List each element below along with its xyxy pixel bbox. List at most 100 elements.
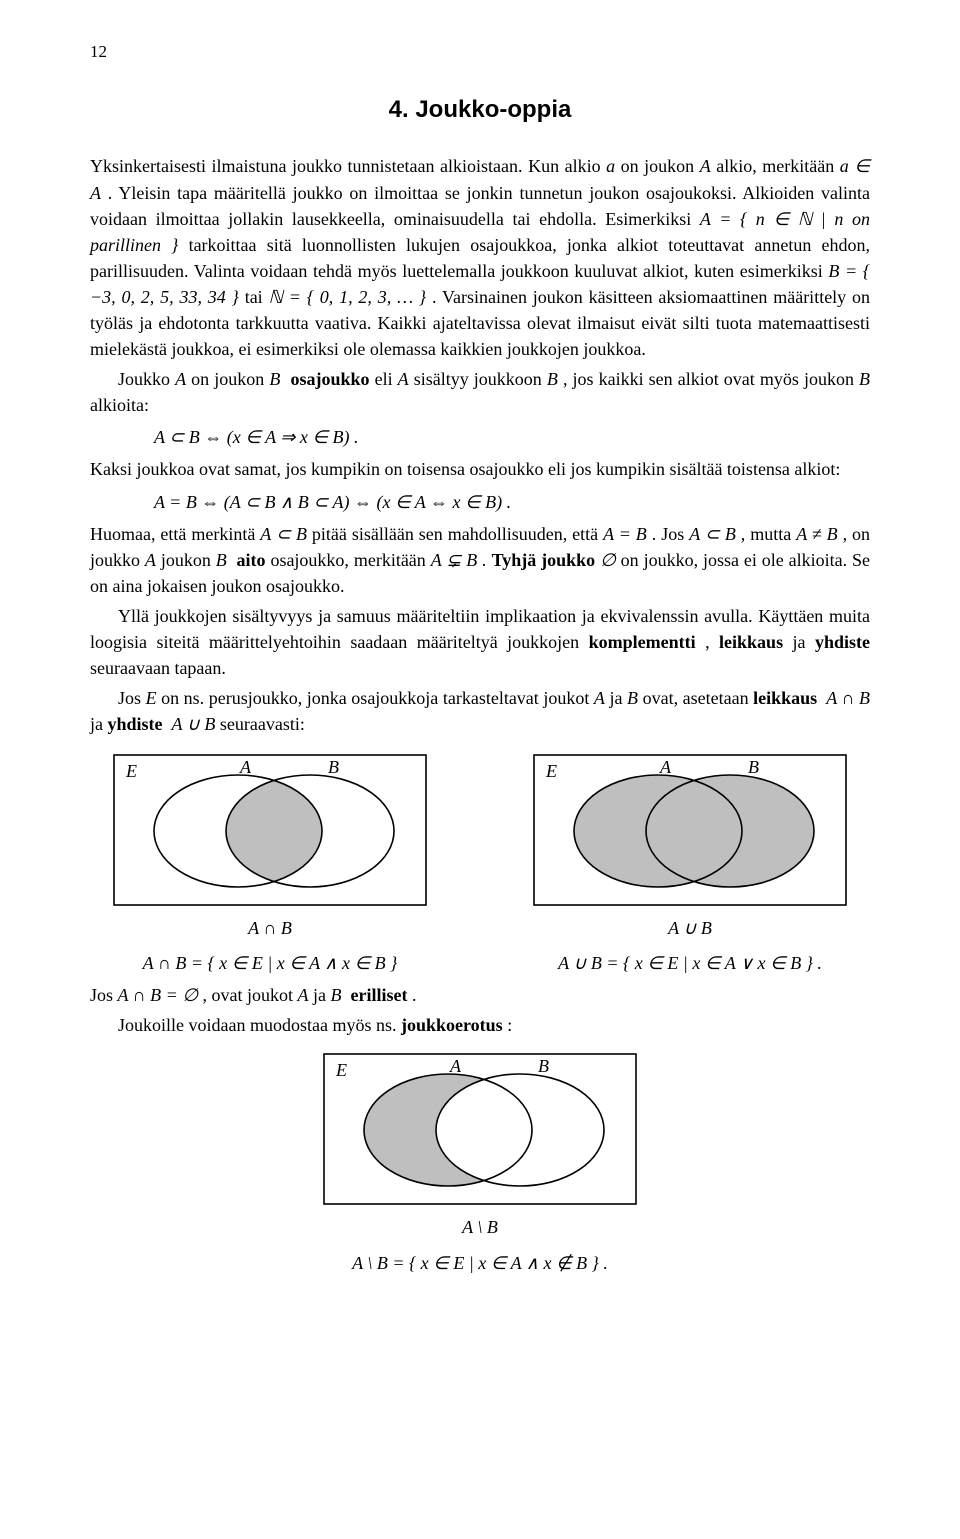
paragraph-8: Joukoille voidaan muodostaa myös ns. jou…	[90, 1012, 870, 1038]
text: ,	[705, 632, 719, 652]
math-a: a	[606, 156, 615, 176]
page-number: 12	[90, 40, 870, 65]
paragraph-7: Jos A ∩ B = ∅ , ovat joukot A ja B erill…	[90, 982, 870, 1008]
text: seuraavaan tapaan.	[90, 658, 226, 678]
paragraph-5: Yllä joukkojen sisältyvyys ja samuus mää…	[90, 603, 870, 681]
text: pitää sisällään sen mahdollisuuden, että	[312, 524, 603, 544]
term-komplementti: komplementti	[589, 632, 696, 652]
text: Joukoille voidaan muodostaa myös ns.	[118, 1015, 401, 1035]
venn-union: E A B A ∪ B	[510, 751, 870, 941]
text: Yksinkertaisesti ilmaistuna joukko tunni…	[90, 156, 606, 176]
math-N-set: ℕ = { 0, 1, 2, 3, … }	[269, 287, 427, 307]
math-A: A	[398, 369, 409, 389]
math-A-cap-B: A ∩ B	[826, 688, 870, 708]
math-A-neq-B: A ≠ B	[796, 524, 837, 544]
math-A-eq-B: A = B	[603, 524, 647, 544]
text: on joukon	[621, 156, 700, 176]
svg-text:E: E	[335, 1060, 347, 1080]
text: .	[412, 985, 417, 1005]
text: , jos kaikki sen alkiot ovat myös joukon	[563, 369, 859, 389]
text: osajoukko, merkitään	[270, 550, 430, 570]
svg-text:B: B	[748, 757, 759, 777]
math-B: B	[547, 369, 558, 389]
text: , mutta	[741, 524, 796, 544]
paragraph-3: Kaksi joukkoa ovat samat, jos kumpikin o…	[90, 456, 870, 482]
paragraph-2: Joukko A on joukon B osajoukko eli A sis…	[90, 366, 870, 418]
text: ja	[313, 985, 331, 1005]
math-A: A	[594, 688, 605, 708]
svg-text:A: A	[239, 757, 252, 777]
math-B: B	[216, 550, 227, 570]
term-tyhja-joukko: Tyhjä joukko	[492, 550, 596, 570]
math-B: B	[859, 369, 870, 389]
venn-intersection-svg: E A B	[110, 751, 430, 911]
math-A-sub-B: A ⊂ B	[689, 524, 736, 544]
term-joukkoerotus: joukkoerotus	[401, 1015, 503, 1035]
text: ovat, asetetaan	[643, 688, 754, 708]
math-B: B	[331, 985, 342, 1005]
math-A: A	[145, 550, 156, 570]
term-leikkaus: leikkaus	[719, 632, 783, 652]
text: ja	[609, 688, 627, 708]
math-A-cup-B: A ∪ B	[172, 714, 216, 734]
term-osajoukko: osajoukko	[290, 369, 369, 389]
text: tai	[245, 287, 269, 307]
text: ja	[793, 632, 815, 652]
text: Jos	[118, 688, 146, 708]
term-yhdiste: yhdiste	[815, 632, 870, 652]
math-A: A	[700, 156, 711, 176]
formula-difference: A \ B = { x ∈ E | x ∈ A ∧ x ∉ B } .	[90, 1250, 870, 1276]
venn-row-1: E A B A ∩ B E A B A ∪ B	[90, 751, 870, 941]
math-proper-subset: A ⊊ B .	[431, 550, 492, 570]
text: eli	[375, 369, 398, 389]
svg-text:B: B	[328, 757, 339, 777]
text: alkio, merkitään	[716, 156, 840, 176]
svg-text:E: E	[545, 761, 557, 781]
math-B: B	[269, 369, 280, 389]
venn-difference: E A B A \ B	[300, 1050, 660, 1240]
formula-subset: A ⊂ B ⇔ (x ∈ A ⇒ x ∈ B) .	[154, 424, 870, 450]
paragraph-1: Yksinkertaisesti ilmaistuna joukko tunni…	[90, 153, 870, 362]
text: joukon	[161, 550, 216, 570]
term-yhdiste-2: yhdiste	[108, 714, 163, 734]
caption-difference: A \ B	[300, 1214, 660, 1240]
math-A: A	[298, 985, 309, 1005]
text: tarkoittaa sitä luonnollisten lukujen os…	[90, 235, 870, 281]
term-erilliset: erilliset	[351, 985, 408, 1005]
svg-text:A: A	[449, 1056, 462, 1076]
term-aito: aito	[237, 550, 266, 570]
page: 12 4. Joukko-oppia Yksinkertaisesti ilma…	[0, 0, 960, 1326]
venn-union-svg: E A B	[530, 751, 850, 911]
text: alkioita:	[90, 395, 149, 415]
svg-text:A: A	[659, 757, 672, 777]
venn-intersection: E A B A ∩ B	[90, 751, 450, 941]
formula-equality: A = B ⇔ (A ⊂ B ∧ B ⊂ A) ⇔ (x ∈ A ⇔ x ∈ B…	[154, 489, 870, 515]
text: . Jos	[652, 524, 689, 544]
caption-union: A ∪ B	[510, 915, 870, 941]
math-AcapB-empty: A ∩ B = ∅	[118, 985, 199, 1005]
text: on joukon	[191, 369, 269, 389]
text: Joukko	[118, 369, 175, 389]
venn-formula-row: A ∩ B = { x ∈ E | x ∈ A ∧ x ∈ B } A ∪ B …	[90, 950, 870, 976]
svg-text:E: E	[125, 761, 137, 781]
text: :	[507, 1015, 512, 1035]
formula-intersection: A ∩ B = { x ∈ E | x ∈ A ∧ x ∈ B }	[90, 950, 450, 976]
text: on ns. perusjoukko, jonka osajoukkoja ta…	[161, 688, 594, 708]
paragraph-4: Huomaa, että merkintä A ⊂ B pitää sisäll…	[90, 521, 870, 599]
text: seuraavasti:	[220, 714, 305, 734]
section-title: 4. Joukko-oppia	[90, 93, 870, 128]
math-B: B	[627, 688, 638, 708]
math-A: A	[175, 369, 186, 389]
caption-intersection: A ∩ B	[90, 915, 450, 941]
text: , ovat joukot	[203, 985, 298, 1005]
paragraph-6: Jos E on ns. perusjoukko, jonka osajoukk…	[90, 685, 870, 737]
svg-text:B: B	[538, 1056, 549, 1076]
term-leikkaus-2: leikkaus	[753, 688, 817, 708]
math-A-sub-B: A ⊂ B	[260, 524, 307, 544]
venn-difference-svg: E A B	[320, 1050, 640, 1210]
math-emptyset: ∅	[600, 550, 616, 570]
text: Huomaa, että merkintä	[90, 524, 260, 544]
text: ja	[90, 714, 108, 734]
math-E: E	[146, 688, 157, 708]
text: Jos	[90, 985, 118, 1005]
